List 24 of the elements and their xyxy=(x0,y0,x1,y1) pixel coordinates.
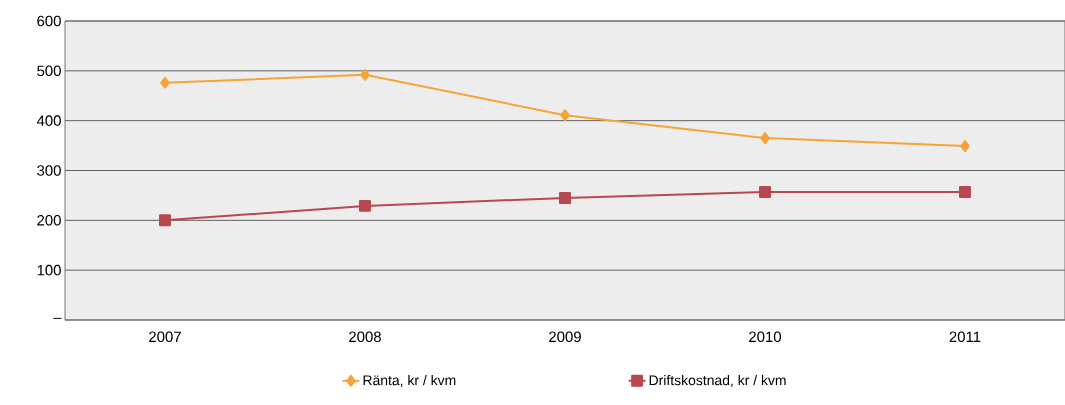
y-tick-label: 400 xyxy=(36,115,61,126)
point xyxy=(360,68,370,81)
point xyxy=(560,109,570,122)
x-tick-label: 2011 xyxy=(949,331,981,343)
point xyxy=(359,199,371,212)
y-tick-label: – xyxy=(53,317,62,319)
x-tick-label: 2008 xyxy=(349,331,381,343)
point xyxy=(959,185,971,198)
y-tick-label: 100 xyxy=(37,264,61,276)
y-tick-label: 600 xyxy=(37,15,61,27)
y-tick-label: 300 xyxy=(37,165,61,176)
point xyxy=(559,191,571,204)
point xyxy=(960,140,970,153)
point xyxy=(759,185,771,198)
x-tick-label: 2010 xyxy=(749,331,782,343)
y-tick-label: 200 xyxy=(37,215,61,226)
x-tick-label: 2007 xyxy=(149,331,181,343)
point xyxy=(160,76,170,89)
y-tick-label: 500 xyxy=(37,65,61,77)
point xyxy=(760,132,770,145)
x-tick-label: 2009 xyxy=(549,331,581,343)
point xyxy=(159,214,171,227)
legend-label: Ränta, kr / kvm xyxy=(363,375,456,387)
legend-label: Driftskostnad, kr / kvm xyxy=(649,375,786,387)
